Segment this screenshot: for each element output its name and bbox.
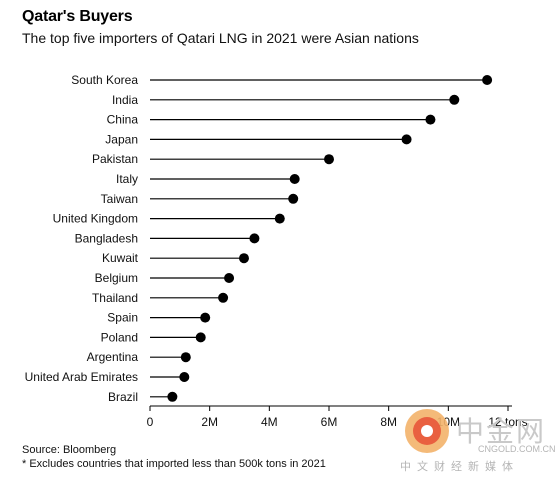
watermark-tagline: 中文财经新媒体: [400, 460, 519, 473]
category-label: Belgium: [95, 271, 138, 285]
category-label: Poland: [101, 330, 138, 344]
category-label: Argentina: [87, 350, 139, 364]
x-tick-label: 0: [147, 415, 154, 429]
x-tick-label: 8M: [380, 415, 397, 429]
category-label: Bangladesh: [75, 231, 138, 245]
category-label: Taiwan: [101, 192, 138, 206]
lollipop-dot: [324, 154, 334, 165]
source-note: Source: Bloomberg: [22, 444, 117, 456]
lollipop-dot: [218, 292, 229, 303]
exclusion-note: * Excludes countries that imported less …: [22, 458, 326, 470]
chart-title: Qatar's Buyers: [22, 8, 133, 25]
category-label: Pakistan: [92, 152, 138, 166]
lollipop-dot: [449, 94, 460, 105]
lollipop-dot: [288, 193, 299, 204]
lollipop-dot: [238, 253, 249, 264]
lollipop-dot: [401, 134, 412, 145]
category-label: Thailand: [92, 291, 138, 305]
category-label: South Korea: [71, 73, 138, 87]
lollipop-dot: [195, 332, 206, 343]
lollipop-dot: [289, 174, 300, 184]
chart-subtitle: The top five importers of Qatari LNG in …: [22, 30, 419, 46]
lollipop-dot: [425, 114, 436, 125]
category-label: United Kingdom: [53, 212, 138, 226]
x-tick-label: 4M: [261, 415, 278, 429]
watermark-brand: 中金网: [456, 415, 547, 448]
category-label: Brazil: [108, 390, 138, 404]
watermark: 中金网 CNGOLD.COM.CN 中文财经新媒体: [400, 404, 558, 474]
category-label: Japan: [105, 132, 138, 146]
x-tick-label: 2M: [201, 415, 218, 429]
lollipop-dot: [274, 213, 285, 224]
lollipop-dot: [200, 312, 211, 323]
category-label: China: [107, 113, 139, 127]
category-label: United Arab Emirates: [25, 370, 138, 384]
category-label: Spain: [107, 311, 138, 325]
lollipop-dot: [224, 273, 235, 283]
cngold-logo-icon: [405, 409, 449, 453]
category-label: Italy: [116, 172, 138, 186]
watermark-url: CNGOLD.COM.CN: [478, 444, 556, 454]
lollipop-dot: [482, 75, 493, 85]
lollipop-dot: [179, 372, 190, 382]
lollipop-dot: [167, 391, 178, 402]
lollipop-dot: [180, 352, 191, 363]
lollipop-dot: [249, 233, 260, 244]
category-label: India: [112, 93, 138, 107]
category-label: Kuwait: [102, 251, 139, 265]
x-tick-label: 6M: [321, 415, 338, 429]
x-tick-label: 12 tons: [488, 415, 527, 429]
